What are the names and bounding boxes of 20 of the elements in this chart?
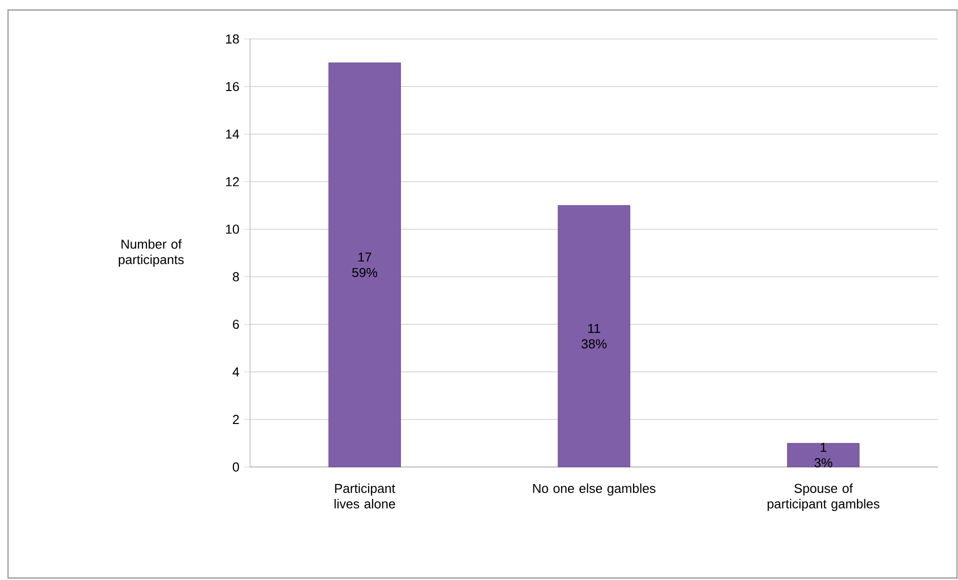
y-tick-label: 18 (226, 34, 239, 44)
data-label: 1 3% (814, 442, 832, 468)
bar (787, 443, 860, 468)
y-tick-label: 6 (232, 320, 239, 329)
y-tick-label: 8 (232, 272, 239, 282)
x-tick-label: No one else gambles (533, 483, 656, 496)
y-tick-label: 2 (232, 414, 239, 424)
bar (328, 62, 401, 468)
data-label: 11 38% (582, 324, 607, 348)
x-tick-label: Participant lives alone (334, 483, 396, 508)
y-axis-title: Number of participants (118, 239, 184, 267)
y-tick-label: 0 (232, 462, 239, 472)
bar (558, 205, 630, 468)
y-tick-label: 10 (226, 224, 239, 234)
y-tick-label: 14 (226, 130, 240, 139)
y-tick-label: 4 (232, 367, 240, 376)
data-label: 17 59% (352, 252, 378, 278)
y-tick-label: 12 (226, 177, 239, 186)
y-tick-label: 16 (226, 82, 239, 92)
x-tick-label: Spouse of participant gambles (768, 484, 880, 512)
